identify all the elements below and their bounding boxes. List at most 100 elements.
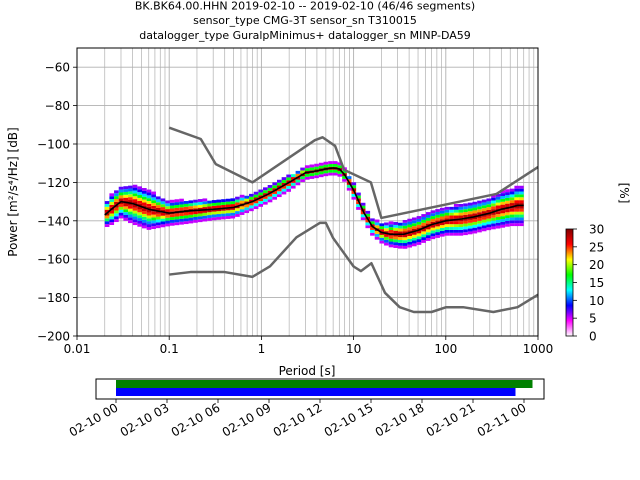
psd-cell: [402, 243, 408, 246]
psd-cell: [379, 232, 385, 235]
psd-cell: [519, 205, 524, 209]
psd-cell: [141, 219, 147, 223]
psd-cell: [146, 189, 152, 193]
y-tick-label: −140: [37, 214, 70, 228]
low-noise-model-line: [169, 221, 539, 314]
psd-cell: [481, 213, 487, 217]
psd-cell: [146, 195, 152, 199]
psd-cell: [453, 215, 459, 219]
psd-cell: [430, 218, 436, 222]
psd-cell: [197, 204, 203, 208]
psd-cell: [398, 228, 403, 232]
noise-model-curves: [104, 126, 539, 314]
psd-cell: [160, 215, 166, 219]
psd-cell: [458, 229, 464, 233]
psd-cell: [128, 200, 133, 203]
psd-cell: [346, 179, 352, 182]
psd-cell: [481, 228, 487, 232]
psd-cell: [472, 210, 478, 214]
psd-cell: [472, 213, 478, 217]
psd-cell: [230, 209, 236, 213]
psd-cell: [398, 237, 403, 240]
psd-cell: [146, 226, 152, 230]
psd-cell: [109, 210, 115, 214]
psd-cell: [421, 231, 426, 235]
psd-cell: [258, 195, 264, 199]
psd-cell: [495, 222, 501, 226]
psd-cell: [495, 199, 501, 203]
psd-cell: [425, 229, 431, 233]
psd-cell: [472, 201, 478, 205]
psd-cell: [467, 225, 473, 229]
psd-cell: [491, 200, 496, 204]
psd-cell: [216, 214, 222, 217]
psd-cell: [104, 218, 110, 222]
coverage-tick-label: 02-10 09: [220, 400, 274, 439]
psd-cell: [411, 231, 417, 235]
psd-cell: [165, 209, 170, 212]
psd-cell: [216, 205, 222, 209]
psd-cell: [151, 197, 156, 201]
psd-cell: [160, 204, 166, 208]
psd-cell: [407, 221, 412, 225]
psd-cell: [477, 209, 482, 213]
x-tick-label: 0.1: [160, 342, 179, 356]
coverage-tick-label: 02-11 00: [475, 400, 529, 439]
psd-cell: [202, 204, 208, 208]
psd-cell: [463, 232, 468, 236]
psd-cell: [514, 217, 520, 221]
psd-cell: [104, 203, 110, 207]
psd-cell: [216, 199, 222, 203]
psd-cell: [281, 185, 287, 189]
psd-cell: [481, 202, 487, 206]
psd-cell: [467, 222, 473, 226]
psd-cell: [207, 217, 212, 221]
psd-cell: [235, 211, 240, 214]
psd-cell: [472, 207, 478, 211]
psd-cell: [337, 162, 343, 166]
psd-cell: [411, 223, 417, 227]
psd-cell: [328, 169, 333, 173]
psd-cell: [202, 207, 208, 210]
psd-cell: [197, 219, 203, 223]
psd-cell: [519, 203, 524, 206]
x-tick-label: 1: [258, 342, 266, 356]
psd-cell: [132, 199, 138, 203]
psd-cell: [458, 212, 464, 216]
psd-cell: [430, 230, 436, 234]
psd-cell: [151, 211, 156, 215]
psd-cell: [141, 188, 147, 191]
psd-cell: [183, 218, 189, 222]
psd-cell: [360, 217, 366, 221]
psd-cell: [123, 191, 129, 195]
colorbar-tick-label: 25: [589, 240, 604, 254]
psd-cell: [453, 212, 459, 216]
psd-cell: [416, 218, 422, 222]
psd-cell: [128, 194, 133, 198]
psd-cell: [281, 182, 287, 186]
psd-cell: [370, 218, 375, 222]
psd-cell: [337, 170, 343, 174]
psd-cell: [370, 227, 375, 230]
psd-cell: [193, 219, 198, 223]
psd-cell: [388, 221, 394, 225]
psd-cell: [407, 227, 412, 231]
psd-cell: [416, 236, 422, 240]
psd-cell: [500, 221, 506, 225]
psd-cell: [407, 224, 412, 228]
psd-cell: [221, 207, 226, 211]
psd-cell: [505, 218, 510, 221]
psd-cell: [421, 237, 426, 241]
psd-cell: [151, 214, 156, 218]
psd-cell: [193, 199, 198, 203]
psd-cell: [374, 225, 380, 229]
psd-cell: [160, 207, 166, 210]
psd-cell: [449, 232, 454, 236]
psd-cell: [258, 203, 264, 207]
psd-cell: [435, 217, 440, 221]
psd-cell: [118, 195, 124, 199]
psd-cell: [453, 229, 459, 233]
psd-cell: [444, 209, 450, 213]
psd-cell: [123, 186, 129, 190]
